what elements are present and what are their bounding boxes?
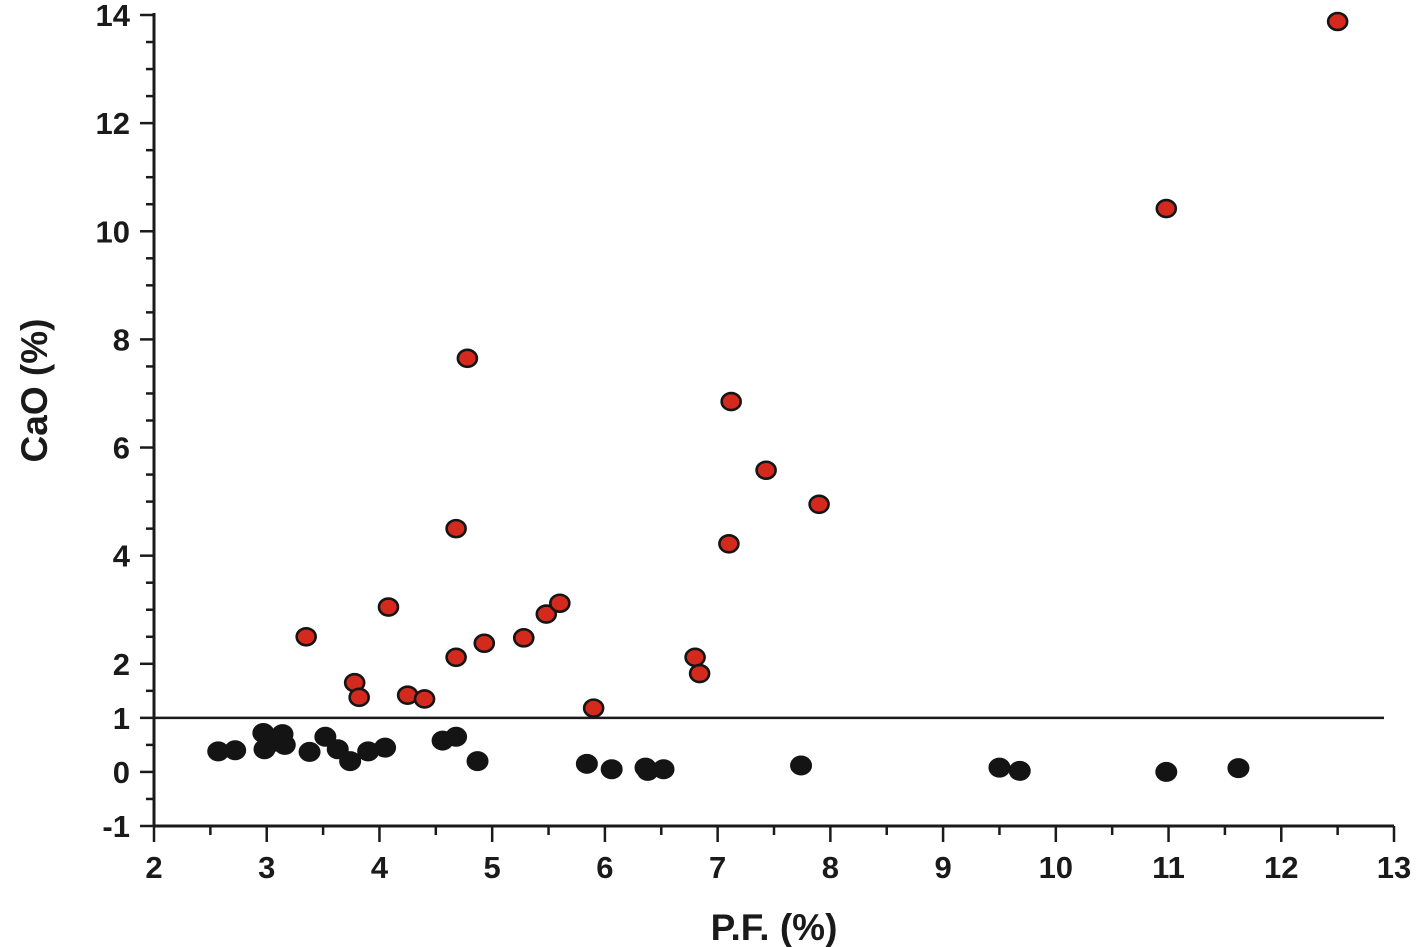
- data-point-black: [790, 755, 813, 776]
- axes: [152, 13, 1394, 828]
- data-point-black: [600, 759, 623, 780]
- data-point-red: [473, 633, 496, 654]
- x-tick-label: 12: [1264, 850, 1298, 885]
- data-point-black: [1227, 758, 1250, 779]
- data-point-black: [1155, 761, 1178, 782]
- x-tick-label: 4: [371, 850, 389, 885]
- data-point-black: [445, 726, 468, 747]
- y-tick-label: 1: [113, 701, 130, 736]
- data-point-red: [582, 698, 605, 718]
- y-tick-label: 8: [113, 322, 130, 357]
- x-tick-label: 10: [1039, 850, 1073, 885]
- data-point-red: [535, 604, 558, 624]
- data-point-red: [377, 597, 400, 617]
- y-tick-label: 12: [96, 106, 130, 141]
- y-tick-label: 10: [96, 214, 130, 249]
- data-point-red: [549, 593, 571, 614]
- x-tick-label: 11: [1152, 850, 1185, 885]
- data-point-black: [224, 740, 247, 761]
- data-point-black: [1008, 760, 1031, 781]
- data-point-red: [688, 663, 711, 684]
- x-tick-label: 13: [1377, 850, 1411, 885]
- data-point-black: [374, 737, 397, 758]
- data-point-red: [445, 518, 467, 539]
- data-point-red: [1326, 11, 1349, 32]
- x-axis-title: P.F. (%): [711, 907, 838, 947]
- x-tick-label: 9: [934, 850, 951, 885]
- y-tick-label: 2: [113, 647, 130, 682]
- y-axis-title: CaO (%): [14, 319, 55, 463]
- x-tick-label: 6: [596, 850, 613, 885]
- data-point-red: [808, 494, 830, 515]
- data-point-black: [339, 751, 362, 772]
- data-point-red: [684, 647, 706, 668]
- data-point-red: [512, 628, 535, 648]
- data-point-black: [652, 759, 675, 780]
- data-point-red: [456, 348, 479, 369]
- y-tick-label: 6: [113, 431, 130, 466]
- data-points: [207, 11, 1349, 782]
- data-point-black: [298, 741, 321, 762]
- data-point-red: [720, 391, 742, 412]
- data-point-black: [988, 757, 1011, 778]
- y-tick-label: 14: [96, 0, 131, 33]
- data-point-black: [466, 751, 489, 772]
- x-tick-label: 2: [145, 850, 162, 885]
- y-tick-label: 0: [113, 755, 130, 790]
- data-point-black: [575, 753, 598, 774]
- x-tick-label: 3: [258, 850, 275, 885]
- data-point-red: [348, 687, 370, 708]
- data-point-red: [413, 689, 436, 709]
- x-tick-label: 5: [484, 850, 501, 885]
- data-point-red: [1155, 198, 1178, 219]
- data-point-red: [755, 460, 777, 481]
- data-point-red: [295, 626, 317, 647]
- y-tick-label: -1: [102, 809, 130, 844]
- x-tick-label: 7: [709, 850, 726, 885]
- y-tick-label: 4: [113, 539, 131, 574]
- data-point-red: [718, 533, 740, 554]
- data-point-black: [273, 734, 296, 755]
- x-tick-label: 8: [822, 850, 839, 885]
- data-point-red: [445, 647, 467, 668]
- data-point-black: [314, 726, 337, 747]
